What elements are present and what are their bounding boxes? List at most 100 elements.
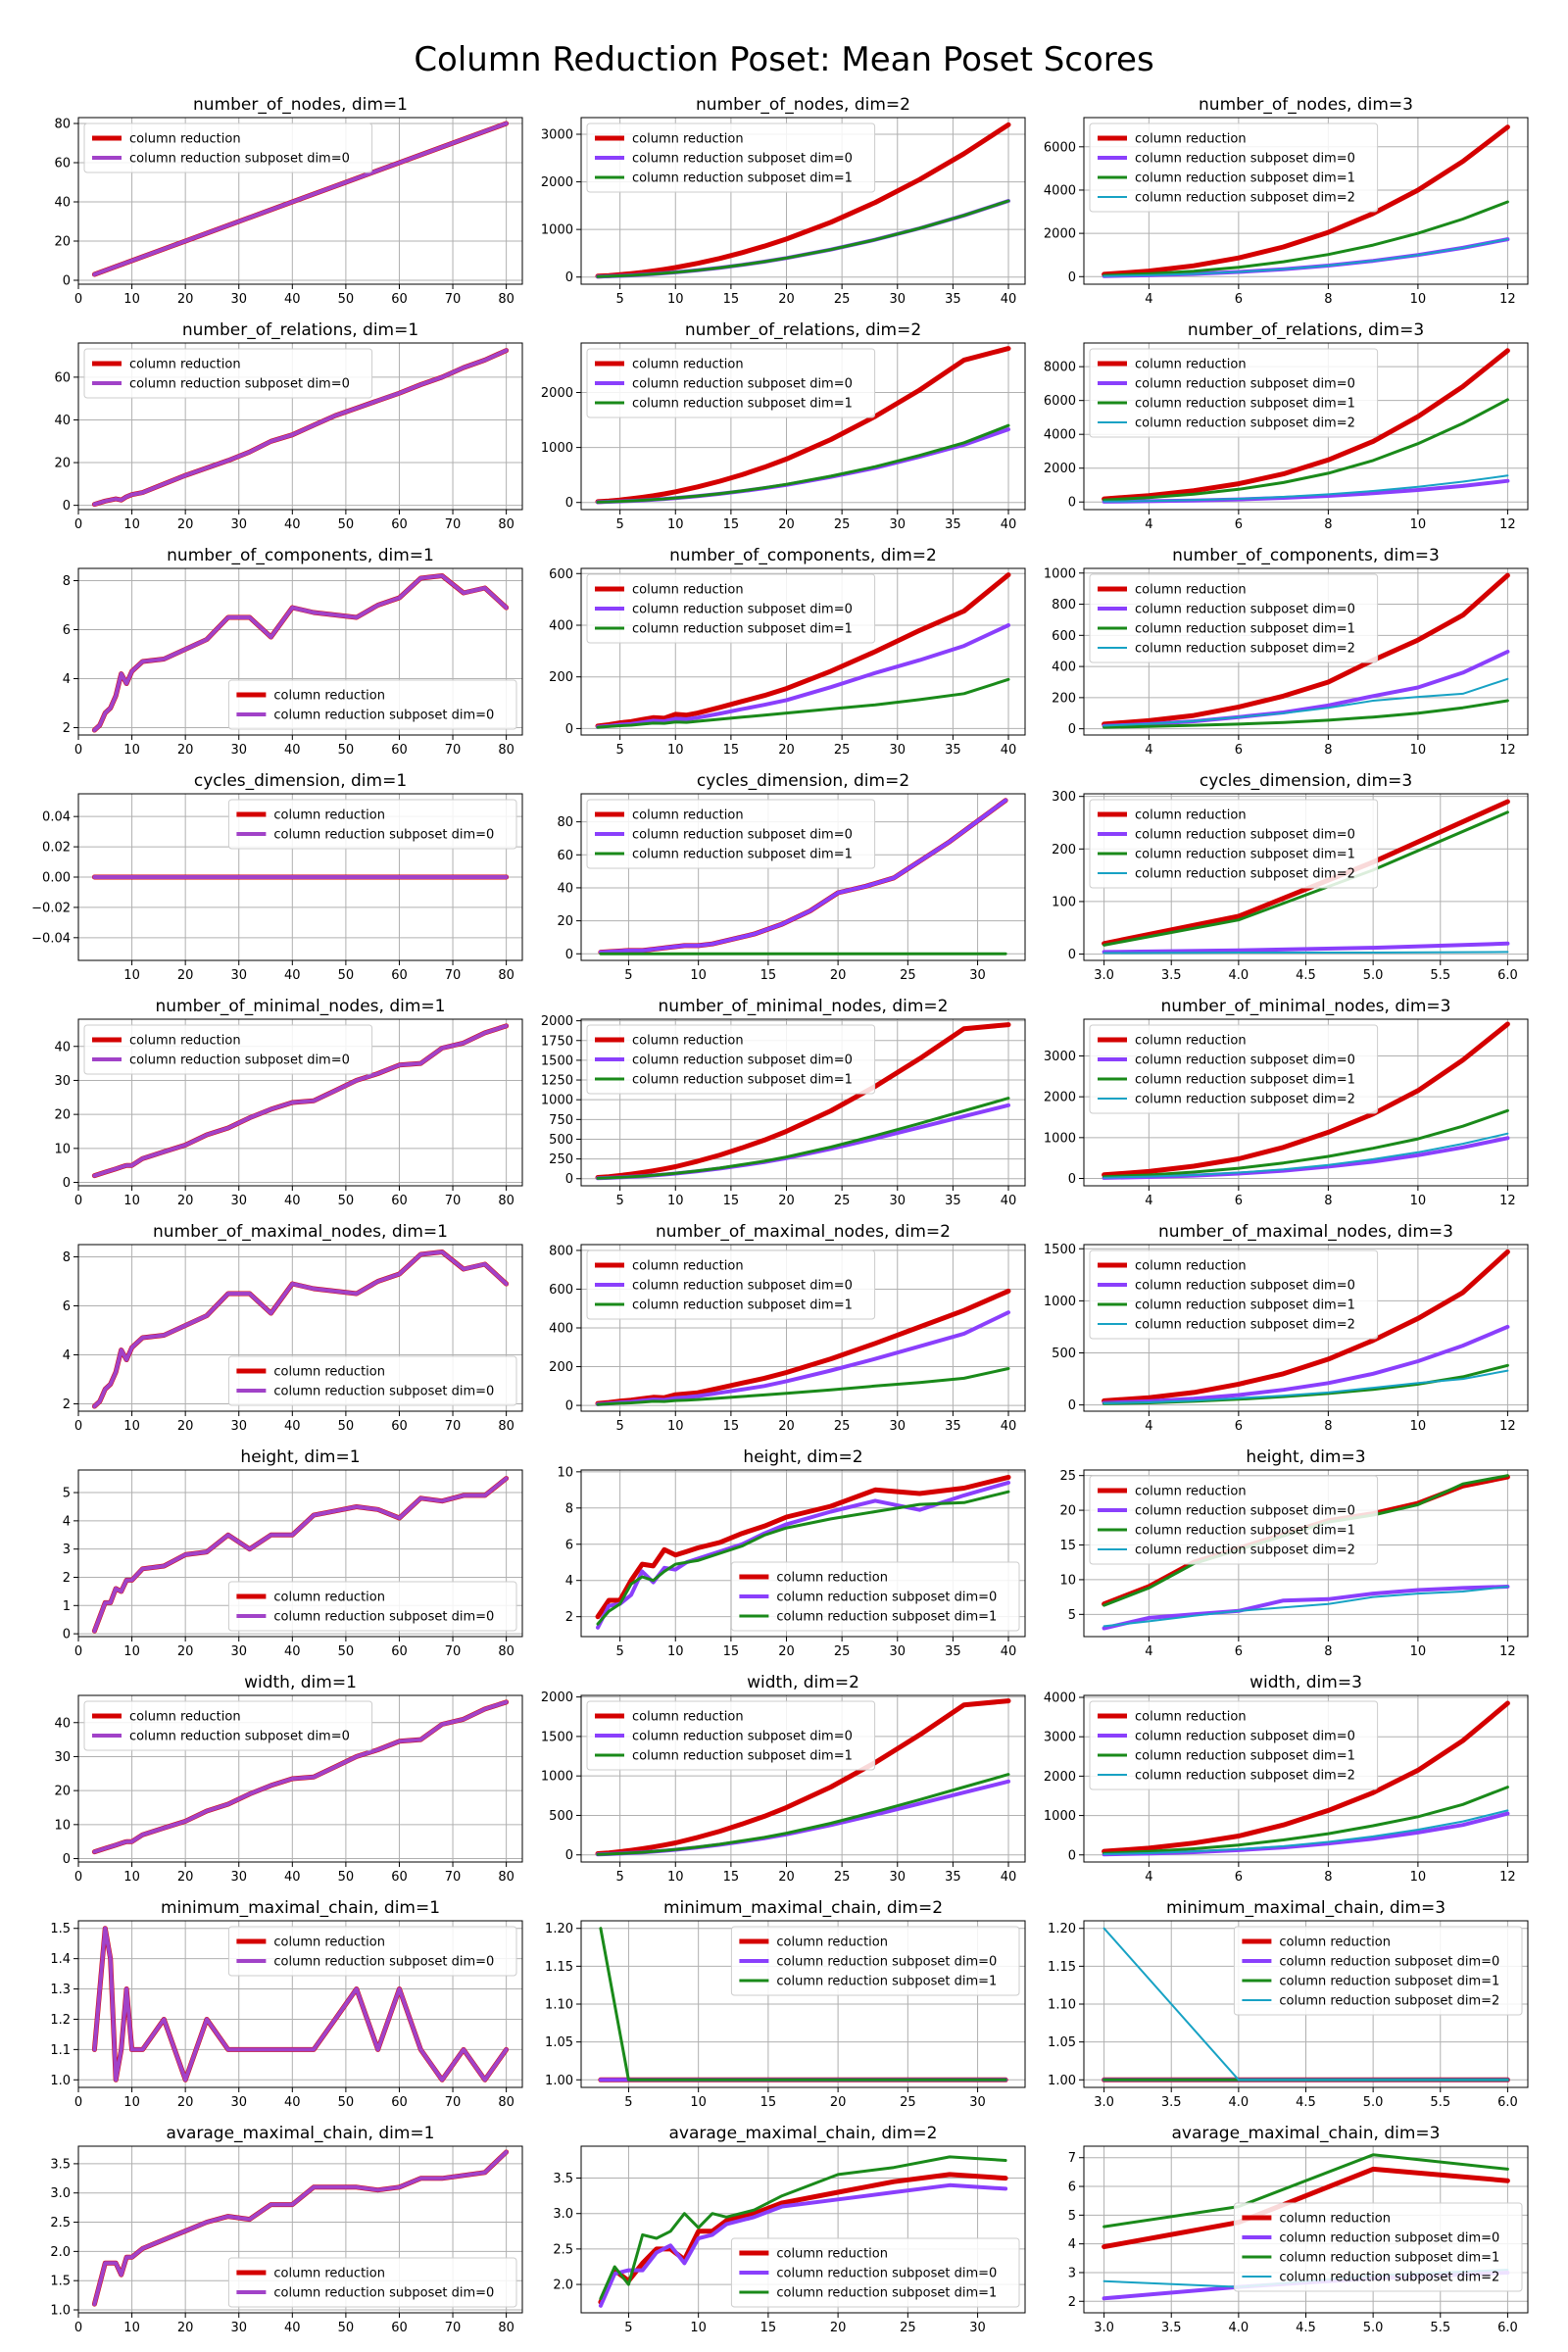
- x-tick-label: 30: [230, 1194, 247, 1208]
- legend-box: [227, 1355, 517, 1406]
- y-tick-label: 6: [565, 1538, 573, 1552]
- series-line-cr: [1102, 799, 1510, 947]
- x-tick-label: 60: [391, 1870, 408, 1885]
- x-tick-label: 5.5: [1430, 968, 1450, 983]
- y-tick-label: 0: [63, 1628, 71, 1642]
- legend: column reduction column reduction subpose…: [586, 1250, 876, 1320]
- series-line-cr: [595, 572, 1011, 729]
- legend-entry-d1: column reduction subposet dim=1: [1135, 172, 1355, 186]
- series-line-cr: [595, 1474, 1011, 1620]
- x-tick-label: 4: [1145, 1644, 1152, 1659]
- series-line-d0: [596, 1480, 1010, 1630]
- x-tick-label: 6: [1235, 1194, 1243, 1208]
- legend-entry-d1: column reduction subposet dim=1: [632, 397, 853, 412]
- x-tick-label: 5: [615, 1644, 623, 1659]
- series-line-d2: [1102, 1369, 1509, 1404]
- panel-title: cycles_dimension, dim=1: [194, 771, 407, 791]
- axes-frame: [1083, 342, 1529, 511]
- legend: column reduction column reduction subpose…: [1089, 1475, 1379, 1565]
- axes-frame: [1083, 1018, 1529, 1187]
- panel-title: number_of_nodes, dim=1: [193, 95, 408, 115]
- y-tick-label: 1: [63, 1599, 71, 1614]
- legend-entry-d1: column reduction subposet dim=1: [1135, 1073, 1355, 1088]
- chart-panel: number_of_minimal_nodes, dim=2 5 10 15 20 25 3…: [541, 997, 1026, 1208]
- y-tick-label: 400: [1052, 661, 1076, 675]
- axes-frame: [580, 342, 1026, 511]
- legend-entry-d1: column reduction subposet dim=1: [632, 848, 853, 862]
- legend-entry-d1: column reduction subposet dim=1: [776, 2286, 997, 2301]
- chart-panel: number_of_maximal_nodes, dim=3 4 6 8 10 12 0 50…: [1044, 1222, 1529, 1434]
- y-tick-label: 1000: [1044, 1131, 1076, 1146]
- legend: column reduction column reduction subpose…: [1089, 573, 1379, 663]
- legend-box: [586, 1700, 876, 1771]
- x-tick-label: 0: [74, 1870, 82, 1885]
- y-tick-label: 80: [557, 815, 573, 830]
- panel-title: number_of_maximal_nodes, dim=3: [1158, 1222, 1453, 1242]
- x-tick-label: 40: [1001, 1644, 1017, 1659]
- y-tick-label: 2.0: [553, 2278, 573, 2293]
- series-group: [91, 1926, 510, 2082]
- legend-entry-d0: column reduction subposet dim=0: [273, 709, 494, 723]
- legend-entry-d2: column reduction subposet dim=2: [1135, 416, 1355, 431]
- y-tick-label: 5: [63, 1487, 71, 1501]
- y-tick-label: 1500: [541, 1730, 573, 1744]
- x-tick-label: 25: [900, 2095, 916, 2110]
- x-tick-label: 70: [445, 517, 462, 532]
- x-tick-label: 5: [615, 292, 623, 307]
- legend-box: [227, 1926, 517, 1977]
- legend: column reduction column reduction subpose…: [1089, 348, 1379, 438]
- legend-entry-d1: column reduction subposet dim=1: [776, 1975, 997, 1989]
- y-tick-label: 4: [63, 1348, 71, 1363]
- x-tick-label: 50: [338, 1194, 355, 1208]
- series-group: [598, 798, 1008, 956]
- y-tick-label: 5: [1068, 2209, 1076, 2224]
- x-tick-label: 50: [338, 1870, 355, 1885]
- legend-entry-d0: column reduction subposet dim=0: [273, 2286, 494, 2301]
- series-group: [91, 1699, 510, 1855]
- x-tick-label: 70: [445, 743, 462, 758]
- x-tick-label: 5: [615, 517, 623, 532]
- series-line-d0: [92, 2150, 509, 2307]
- panel-title: minimum_maximal_chain, dim=2: [663, 1898, 943, 1918]
- legend-entry-d1: column reduction subposet dim=1: [632, 1298, 853, 1313]
- x-tick-label: 10: [1410, 1419, 1427, 1434]
- x-tick-label: 30: [230, 1644, 247, 1659]
- y-tick-label: 1.0: [50, 2074, 71, 2088]
- y-tick-label: 0: [1068, 948, 1076, 962]
- legend-box: [730, 1561, 1020, 1632]
- y-tick-label: 0.04: [42, 810, 71, 825]
- chart-panel: avarage_maximal_chain, dim=1 0 10 20 30 40 50 6…: [50, 2124, 523, 2335]
- series-line-cr: [1102, 124, 1510, 277]
- y-tick-label: 0: [1068, 1172, 1076, 1187]
- legend-entry-d1: column reduction subposet dim=1: [1279, 2251, 1499, 2266]
- x-tick-label: 12: [1499, 1870, 1516, 1885]
- legend-entry-d2: column reduction subposet dim=2: [1135, 867, 1355, 882]
- x-tick-label: 25: [834, 1194, 851, 1208]
- y-tick-label: 20: [1059, 1504, 1076, 1519]
- series-line-d1: [596, 199, 1010, 278]
- series-group: [598, 2155, 1008, 2308]
- x-tick-label: 6: [1235, 1644, 1243, 1659]
- y-tick-label: 0: [565, 1848, 573, 1863]
- legend-box: [730, 1926, 1020, 1996]
- y-tick-label: 0: [1068, 496, 1076, 511]
- series-line-d1: [1102, 699, 1509, 729]
- x-tick-label: 25: [834, 1870, 851, 1885]
- y-tick-label: 1.05: [1048, 2035, 1076, 2050]
- series-line-d0: [92, 1250, 509, 1408]
- x-tick-label: 3.5: [1161, 2095, 1182, 2110]
- x-tick-label: 10: [1410, 292, 1427, 307]
- legend-entry-d1: column reduction subposet dim=1: [632, 1749, 853, 1764]
- y-tick-label: 20: [54, 235, 71, 250]
- panel-title: avarage_maximal_chain, dim=1: [167, 2124, 435, 2143]
- legend-box: [586, 573, 876, 644]
- y-tick-label: 4: [63, 672, 71, 687]
- x-tick-label: 8: [1324, 292, 1332, 307]
- y-tick-label: 500: [549, 1809, 573, 1824]
- panel-title: cycles_dimension, dim=3: [1200, 771, 1412, 791]
- x-tick-label: 12: [1499, 1419, 1516, 1434]
- x-tick-label: 60: [391, 968, 408, 983]
- legend: column reduction column reduction subpose…: [227, 1926, 517, 1977]
- legend-entry-d2: column reduction subposet dim=2: [1279, 1994, 1499, 2009]
- y-tick-label: 3000: [541, 128, 573, 143]
